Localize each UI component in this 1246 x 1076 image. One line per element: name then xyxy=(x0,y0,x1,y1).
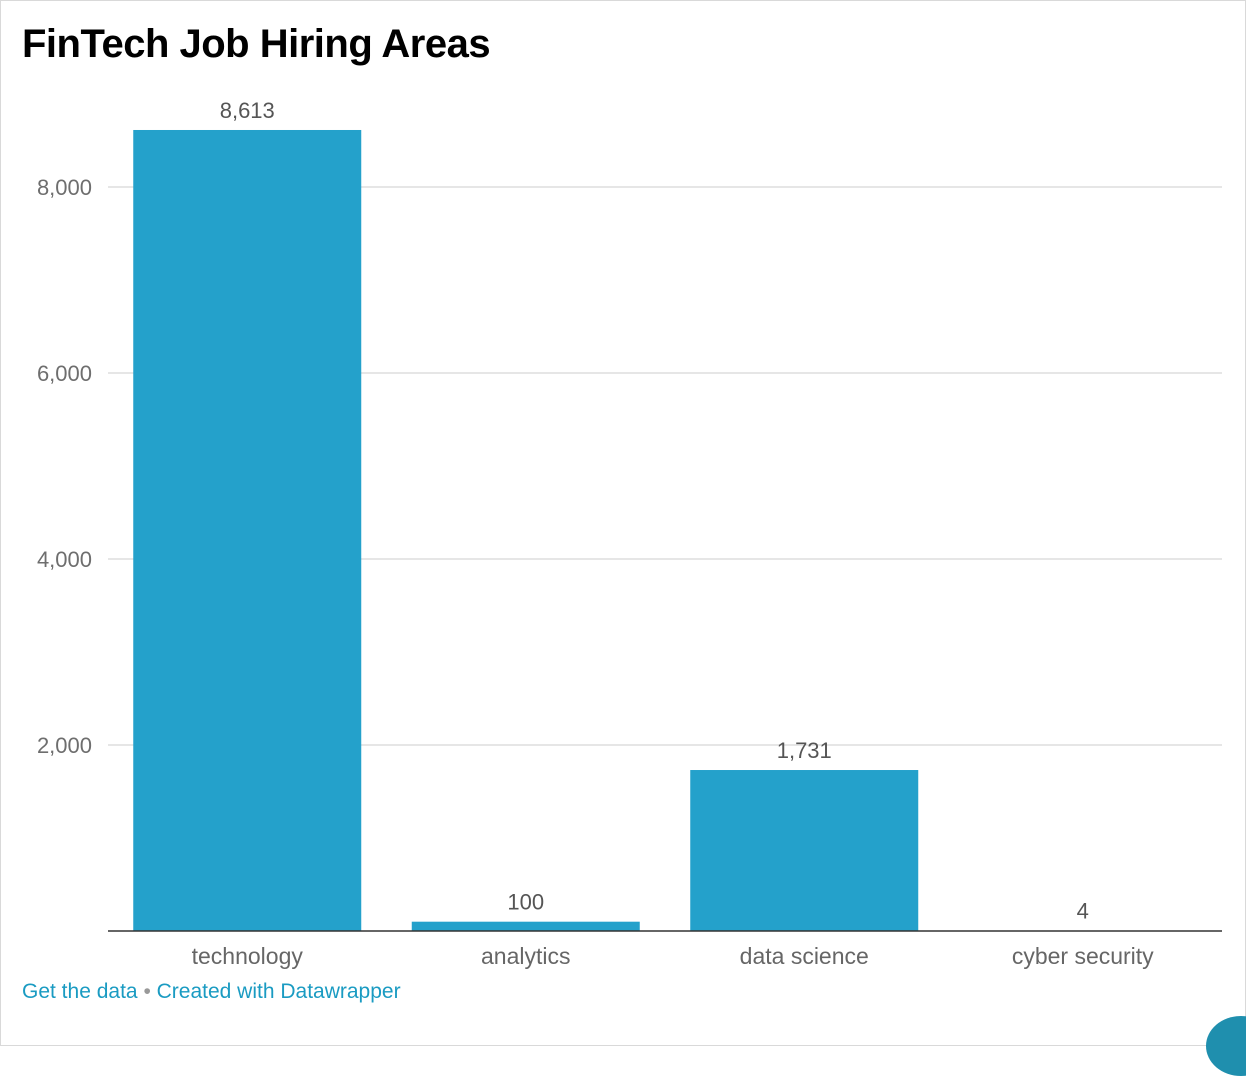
y-tick-label: 4,000 xyxy=(37,547,92,572)
y-tick-label: 6,000 xyxy=(37,361,92,386)
footer-separator: • xyxy=(143,980,150,1003)
x-category-label: technology xyxy=(192,943,304,969)
x-category-label: cyber security xyxy=(1012,943,1154,969)
y-tick-label: 8,000 xyxy=(37,175,92,200)
created-with-datawrapper-link[interactable]: Created with Datawrapper xyxy=(157,980,401,1003)
data-label: 8,613 xyxy=(220,98,275,123)
chart-footer: Get the data • Created with Datawrapper xyxy=(22,980,401,1004)
y-tick-label: 2,000 xyxy=(37,733,92,758)
x-category-label: analytics xyxy=(481,943,570,969)
get-the-data-link[interactable]: Get the data xyxy=(22,980,138,1003)
bar-chart: 2,000 4,000 6,000 8,000 8,613 technology 100 an… xyxy=(0,0,1246,1046)
bar-data-science xyxy=(690,770,918,931)
bar-technology xyxy=(133,130,361,931)
bar-analytics xyxy=(412,922,640,931)
x-category-label: data science xyxy=(740,943,869,969)
data-label: 100 xyxy=(507,890,544,915)
data-label: 4 xyxy=(1077,899,1089,924)
data-label: 1,731 xyxy=(777,738,832,763)
